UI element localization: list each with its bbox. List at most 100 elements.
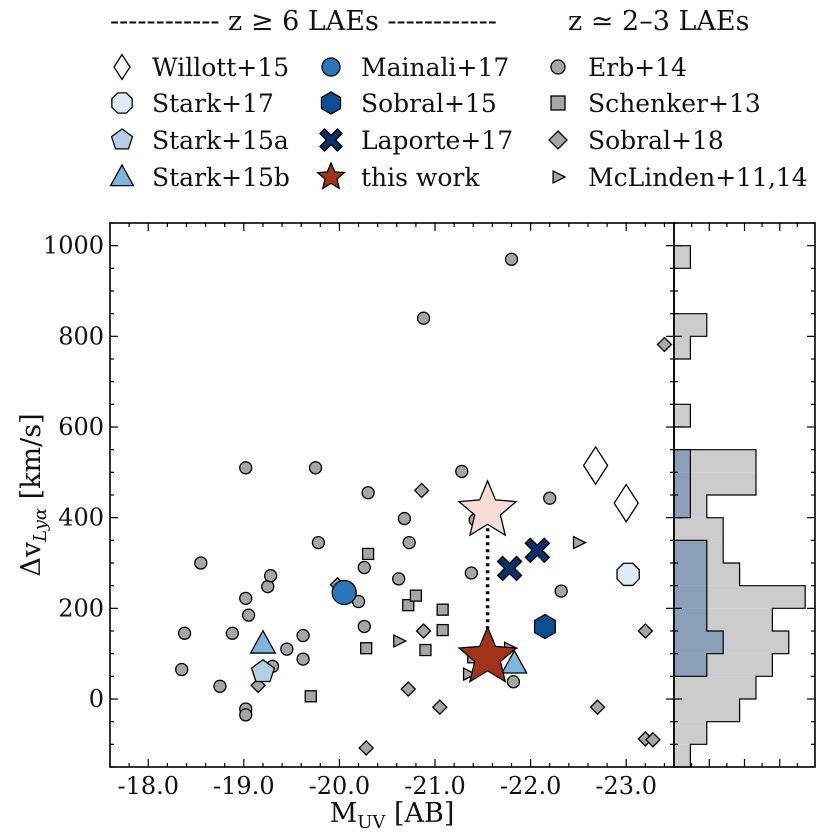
point-schenker-13 xyxy=(402,599,415,612)
point-schenker-13 xyxy=(360,642,373,655)
point-erb-14 xyxy=(175,662,189,677)
x-tick-label: -19.0 xyxy=(213,772,275,800)
x-tick-label: -21.0 xyxy=(404,772,466,800)
scatter-plot-area xyxy=(109,222,675,768)
point-erb-14 xyxy=(397,511,412,526)
legend-label-stark17: Stark+17 xyxy=(152,89,274,118)
point-laporte-17 xyxy=(496,555,523,582)
hist-highz-bar xyxy=(674,585,707,609)
legend-label-stark15a: Stark+15a xyxy=(152,126,289,155)
point-sobral-18 xyxy=(656,336,673,353)
y-tick-label: 800 xyxy=(58,322,104,350)
point-sobral-18 xyxy=(589,699,606,716)
x-tick-label: -23.0 xyxy=(595,772,657,800)
point-erb-14 xyxy=(392,572,406,586)
legend-marker-sobral15 xyxy=(320,91,342,115)
hist-all-bar xyxy=(674,449,756,473)
legend-marker-mainali17 xyxy=(321,57,341,77)
point-erb-14 xyxy=(241,608,256,622)
legend-marker-schenker13 xyxy=(550,95,566,111)
legend-marker-laporte17 xyxy=(319,128,343,152)
point-erb-14 xyxy=(239,461,253,475)
point-schenker-13 xyxy=(304,690,317,703)
hist-all-outline xyxy=(673,245,806,768)
y-axis-label: ΔvLyα [km/s] xyxy=(16,413,51,576)
legend-label-stark15b: Stark+15b xyxy=(152,163,290,192)
point-this-work-alt xyxy=(457,479,518,537)
point-erb-14 xyxy=(239,591,253,606)
point-erb-14 xyxy=(261,579,275,594)
point-mclinden-11-14 xyxy=(393,633,408,648)
x-axis-label: MUV [AB] xyxy=(330,798,455,833)
hist-all-bar xyxy=(674,699,740,722)
point-willott-15 xyxy=(613,483,639,523)
point-erb-14 xyxy=(455,464,469,479)
legend-marker-erb14 xyxy=(550,59,566,75)
legend-marker-sobral18 xyxy=(548,130,568,150)
y-tick-label: 0 xyxy=(89,685,104,713)
point-erb-14 xyxy=(506,675,521,689)
legend-label-mclinden: McLinden+11,14 xyxy=(588,163,808,192)
point-erb-14 xyxy=(554,584,568,598)
point-erb-14 xyxy=(416,311,431,325)
point-sobral-18 xyxy=(645,731,661,748)
hist-all-bar xyxy=(674,404,691,427)
hist-highz-bar xyxy=(674,608,707,631)
point-stark-15b xyxy=(249,629,277,654)
point-erb-14 xyxy=(504,252,519,266)
legend-marker-thiswork xyxy=(316,161,346,190)
point-schenker-13 xyxy=(419,643,432,657)
point-sobral-18 xyxy=(358,740,375,756)
y-tick-label: 600 xyxy=(58,413,104,441)
y-tick-label: 1000 xyxy=(43,232,104,260)
legend-header-lowz: z ≃ 2–3 LAEs xyxy=(568,6,749,37)
legend-label-sobral15: Sobral+15 xyxy=(361,89,497,118)
point-erb-14 xyxy=(543,491,557,505)
hist-highz-bar xyxy=(674,540,707,563)
point-sobral-18 xyxy=(431,699,448,716)
hist-all-bar xyxy=(674,676,756,699)
point-erb-14 xyxy=(280,642,294,656)
hist-all-bar xyxy=(674,721,707,745)
point-mclinden-11-14 xyxy=(572,535,587,550)
x-tick-label: -18.0 xyxy=(117,772,179,800)
point-stark-15a xyxy=(250,658,276,683)
point-erb-14 xyxy=(239,708,253,722)
point-erb-14 xyxy=(311,535,326,550)
legend-label-mainali17: Mainali+17 xyxy=(361,53,509,82)
legend-label-laporte17: Laporte+17 xyxy=(361,126,513,155)
point-erb-14 xyxy=(194,556,208,570)
point-mclinden-11-14 xyxy=(462,667,477,682)
hist-all-bar xyxy=(674,472,756,495)
point-this-work xyxy=(457,625,518,683)
legend-label-schenker13: Schenker+13 xyxy=(588,89,761,118)
legend-header-highz: ------------ z ≥ 6 LAEs ------------ xyxy=(110,6,497,37)
hist-highz-bar xyxy=(674,472,691,495)
hist-highz-bar xyxy=(674,631,724,654)
point-erb-14 xyxy=(308,461,323,475)
point-erb-14 xyxy=(225,626,240,640)
point-erb-14 xyxy=(263,569,278,583)
point-stark-17 xyxy=(616,562,640,587)
hist-highz-bar xyxy=(674,653,707,677)
point-erb-14 xyxy=(296,652,310,666)
legend-label-erb14: Erb+14 xyxy=(588,53,687,82)
legend-label-sobral18: Sobral+18 xyxy=(588,126,724,155)
legend-marker-stark17 xyxy=(111,92,133,114)
scatter-panel: -18.0 -19.0 -20.0 -21.0 -22.0 -23.0 0 200 400 600… xyxy=(16,222,675,833)
histogram-panel xyxy=(673,222,816,768)
point-erb-14 xyxy=(464,566,478,580)
point-sobral-18 xyxy=(400,681,417,697)
legend-label-willott15: Willott+15 xyxy=(152,53,289,82)
point-stark-15b xyxy=(500,649,528,674)
hist-all-bar xyxy=(674,313,707,337)
point-sobral-18 xyxy=(415,623,432,639)
x-tick-label: -22.0 xyxy=(500,772,562,800)
legend-marker-stark15b xyxy=(109,163,135,187)
point-willott-15 xyxy=(582,445,609,486)
hist-all-bar xyxy=(674,517,724,541)
point-erb-14 xyxy=(213,679,227,693)
legend-marker-willott15 xyxy=(113,53,131,81)
point-sobral-18 xyxy=(637,623,654,639)
legend-label-thiswork: this work xyxy=(361,163,480,192)
